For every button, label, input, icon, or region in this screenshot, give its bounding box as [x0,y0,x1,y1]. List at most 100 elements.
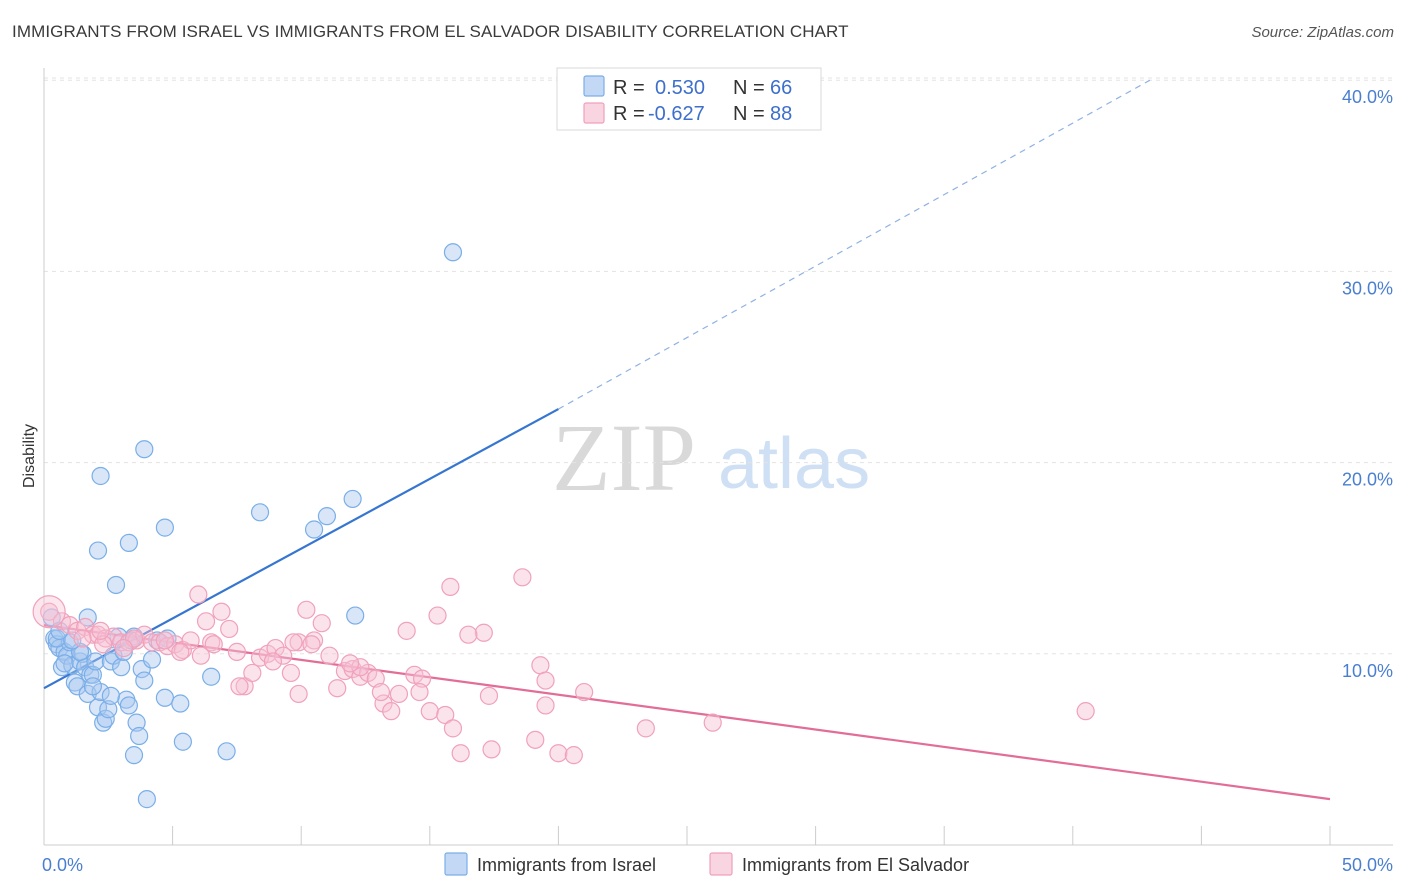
chart-source: Source: ZipAtlas.com [1251,24,1394,41]
point-elsalvador-60 [536,696,555,715]
point-elsalvador-20 [196,612,216,631]
legend-label-elsalvador: Immigrants from El Salvador [742,855,969,875]
point-israel-36 [135,671,154,690]
point-elsalvador-19 [189,585,208,604]
point-israel-17 [86,652,105,671]
point-elsalvador-76 [94,635,113,654]
point-elsalvador-52 [443,719,463,738]
point-elsalvador-18 [181,631,200,650]
point-elsalvador-44 [382,702,401,721]
point-israel-34 [130,726,149,746]
grid [44,77,1393,655]
point-elsalvador-64 [575,682,594,702]
point-elsalvador-23 [220,619,239,639]
point-elsalvador-12 [135,625,154,644]
point-elsalvador-79 [302,635,321,654]
stats-r-value-israel: 0.530 [655,77,705,99]
point-elsalvador-72 [191,646,210,665]
series-legend: Immigrants from Israel Immigrants from E… [444,852,969,876]
point-elsalvador-22 [212,602,231,621]
point-israel-55 [443,243,463,262]
point-elsalvador-67 [1076,702,1095,721]
point-elsalvador-80 [340,654,360,673]
point-israel-61 [101,686,120,705]
stats-legend: R = 0.530 N = 66 R = -0.627 N = 88 [556,67,822,131]
point-elsalvador-77 [73,629,92,648]
point-israel-47 [155,518,174,537]
legend-label-israel: Immigrants from Israel [477,855,656,875]
point-israel-10 [68,677,87,696]
point-elsalvador-56 [482,740,501,759]
point-elsalvador-87 [459,625,478,644]
point-elsalvador-43 [374,694,393,713]
tick-labels: 10.0% 20.0% 30.0% 40.0% 0.0% 50.0% [42,87,1393,875]
stats-r-label-elsalvador: R = [613,103,645,125]
point-elsalvador-46 [397,621,416,640]
point-elsalvador-31 [281,663,301,683]
trend-extension-0 [558,79,1151,410]
point-elsalvador-68 [441,577,460,596]
point-elsalvador-large [32,595,66,629]
point-elsalvador-55 [479,686,499,705]
x-tick-label-0: 0.0% [42,855,83,875]
point-elsalvador-0 [40,602,59,621]
point-elsalvador-42 [366,669,385,688]
point-elsalvador-84 [284,633,303,652]
data-points [32,243,1095,809]
point-elsalvador-83 [204,635,223,654]
stats-n-label-israel: N = [733,77,765,99]
point-israel-52 [317,507,337,526]
point-elsalvador-53 [451,744,470,763]
point-elsalvador-62 [549,744,568,763]
point-elsalvador-36 [320,646,339,665]
point-elsalvador-82 [410,682,429,702]
point-elsalvador-45 [389,684,409,704]
point-israel-42 [171,694,190,713]
point-elsalvador-85 [114,638,133,658]
point-israel-33 [127,713,146,732]
point-elsalvador-73 [171,642,190,661]
stats-r-label-israel: R = [613,77,645,99]
y-tick-label-1: 20.0% [1342,470,1393,490]
point-israel-37 [137,790,156,809]
point-israel-53 [343,489,362,509]
point-elsalvador-61 [526,730,545,749]
point-elsalvador-29 [266,638,285,658]
stats-n-value-elsalvador: 88 [770,103,792,125]
point-israel-43 [173,732,192,751]
point-elsalvador-50 [428,606,447,625]
trend-line-1 [43,624,1331,801]
point-israel-49 [217,742,236,761]
point-elsalvador-24 [227,642,246,661]
point-israel-51 [304,520,324,539]
point-elsalvador-51 [436,705,455,725]
point-elsalvador-81 [371,682,391,702]
stats-n-label-elsalvador: N = [733,103,765,125]
point-elsalvador-69 [351,658,370,677]
point-israel-30 [119,533,138,553]
point-elsalvador-59 [536,671,555,690]
point-elsalvador-25 [235,677,254,696]
legend-swatch-elsalvador [709,852,733,876]
point-israel-46 [91,466,110,486]
axes [43,68,1393,846]
point-israel-22 [99,700,118,719]
point-elsalvador-33 [297,600,316,619]
point-elsalvador-78 [263,652,283,671]
y-tick-label-3: 40.0% [1342,87,1393,107]
point-israel-45 [88,541,108,560]
point-elsalvador-54 [474,623,493,642]
point-elsalvador-65 [636,719,655,738]
point-elsalvador-71 [230,677,249,696]
point-israel-60 [119,696,138,715]
point-elsalvador-48 [412,669,432,688]
point-elsalvador-70 [289,684,308,704]
point-elsalvador-66 [703,713,722,732]
watermark: ZIP atlas [552,404,870,511]
point-elsalvador-17 [173,640,192,660]
y-axis-label: Disability [21,424,38,488]
point-elsalvador-86 [91,621,110,640]
point-elsalvador-26 [243,663,262,683]
stats-swatch-elsalvador [583,102,605,124]
